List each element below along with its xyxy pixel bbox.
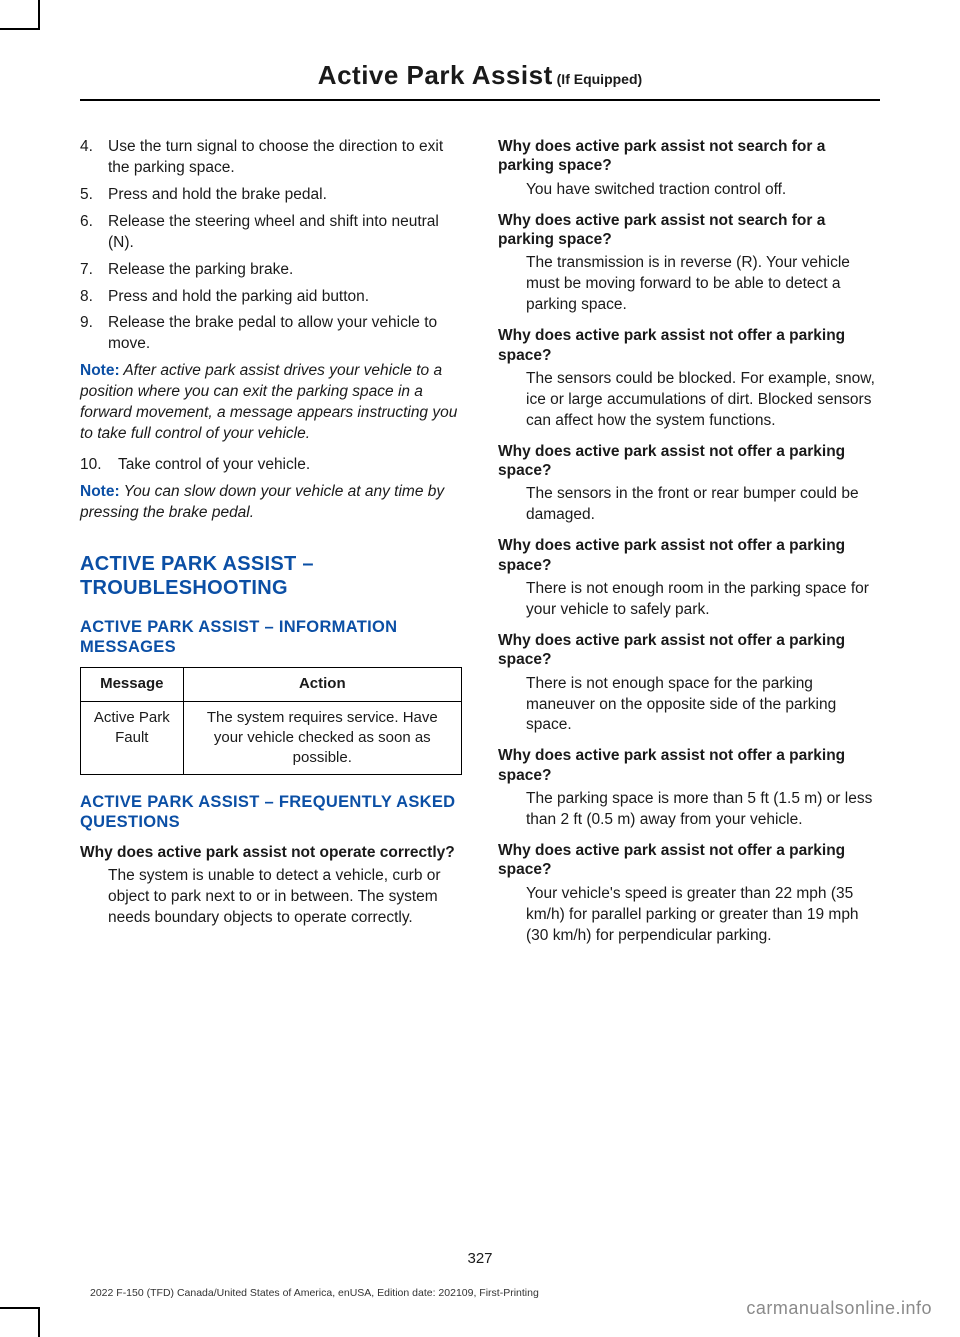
step-number: 10. <box>80 455 118 476</box>
section-heading: ACTIVE PARK ASSIST – TROUBLESHOOTING <box>80 552 462 600</box>
note-block: Note: After active park assist drives yo… <box>80 361 462 445</box>
note-label: Note: <box>80 483 120 500</box>
list-item: 5.Press and hold the brake pedal. <box>80 185 462 206</box>
step-number: 7. <box>80 260 108 281</box>
list-item: 8.Press and hold the parking aid button. <box>80 287 462 308</box>
table-cell-action: The system requires service. Have your v… <box>183 701 461 775</box>
right-column: Why does active park assist not search f… <box>498 137 880 953</box>
table-header-action: Action <box>183 668 461 701</box>
list-item: 9.Release the brake pedal to allow your … <box>80 313 462 355</box>
faq-answer: There is not enough room in the parking … <box>526 579 880 621</box>
faq-answer: There is not enough space for the parkin… <box>526 674 880 737</box>
step-text: Press and hold the brake pedal. <box>108 185 462 206</box>
page-title: Active Park Assist <box>318 60 553 90</box>
step-text: Use the turn signal to choose the direct… <box>108 137 462 179</box>
faq-answer: The sensors in the front or rear bumper … <box>526 484 880 526</box>
table-cell-message: Active Park Fault <box>81 701 184 775</box>
note-label: Note: <box>80 362 120 379</box>
table-head-row: Message Action <box>81 668 462 701</box>
faq-question: Why does active park assist not offer a … <box>498 746 880 785</box>
step-text: Press and hold the parking aid button. <box>108 287 462 308</box>
footer-edition: 2022 F-150 (TFD) Canada/United States of… <box>90 1287 539 1299</box>
faq-question: Why does active park assist not search f… <box>498 137 880 176</box>
left-column: 4.Use the turn signal to choose the dire… <box>80 137 462 953</box>
list-item: 4.Use the turn signal to choose the dire… <box>80 137 462 179</box>
note-body: After active park assist drives your veh… <box>80 362 457 442</box>
faq-answer: The sensors could be blocked. For exampl… <box>526 369 880 432</box>
table-header-message: Message <box>81 668 184 701</box>
faq-answer: Your vehicle's speed is greater than 22 … <box>526 884 880 947</box>
step-number: 9. <box>80 313 108 355</box>
step-number: 5. <box>80 185 108 206</box>
subsection-heading: ACTIVE PARK ASSIST – FREQUENTLY ASKED QU… <box>80 793 462 833</box>
faq-question: Why does active park assist not offer a … <box>498 326 880 365</box>
crop-mark-bl <box>0 1307 40 1337</box>
list-item: 7.Release the parking brake. <box>80 260 462 281</box>
faq-question: Why does active park assist not offer a … <box>498 841 880 880</box>
faq-question: Why does active park assist not offer a … <box>498 536 880 575</box>
list-item: 6.Release the steering wheel and shift i… <box>80 212 462 254</box>
faq-question: Why does active park assist not offer a … <box>498 442 880 481</box>
faq-question: Why does active park assist not offer a … <box>498 631 880 670</box>
step-text: Release the steering wheel and shift int… <box>108 212 462 254</box>
note-block: Note: You can slow down your vehicle at … <box>80 482 462 524</box>
faq-question: Why does active park assist not search f… <box>498 211 880 250</box>
crop-mark-tl <box>0 0 40 30</box>
faq-answer: The parking space is more than 5 ft (1.5… <box>526 789 880 831</box>
subsection-heading: ACTIVE PARK ASSIST – INFORMATION MESSAGE… <box>80 618 462 658</box>
page-number: 327 <box>0 1250 960 1267</box>
note-body: You can slow down your vehicle at any ti… <box>80 483 444 521</box>
step-number: 4. <box>80 137 108 179</box>
page-subtitle: (If Equipped) <box>553 71 642 87</box>
content-columns: 4.Use the turn signal to choose the dire… <box>80 137 880 953</box>
list-item: 10.Take control of your vehicle. <box>80 455 462 476</box>
messages-table: Message Action Active Park Fault The sys… <box>80 667 462 775</box>
footer-watermark: carmanualsonline.info <box>746 1298 932 1319</box>
faq-answer: You have switched traction control off. <box>526 180 880 201</box>
ordered-steps: 4.Use the turn signal to choose the dire… <box>80 137 462 355</box>
faq-question: Why does active park assist not operate … <box>80 843 462 862</box>
step-number: 6. <box>80 212 108 254</box>
step-number: 8. <box>80 287 108 308</box>
faq-answer: The system is unable to detect a vehicle… <box>108 866 462 929</box>
step-text: Release the parking brake. <box>108 260 462 281</box>
table-row: Active Park Fault The system requires se… <box>81 701 462 775</box>
page-header: Active Park Assist (If Equipped) <box>80 60 880 101</box>
step-text: Take control of your vehicle. <box>118 455 462 476</box>
faq-answer: The transmission is in reverse (R). Your… <box>526 253 880 316</box>
step-text: Release the brake pedal to allow your ve… <box>108 313 462 355</box>
